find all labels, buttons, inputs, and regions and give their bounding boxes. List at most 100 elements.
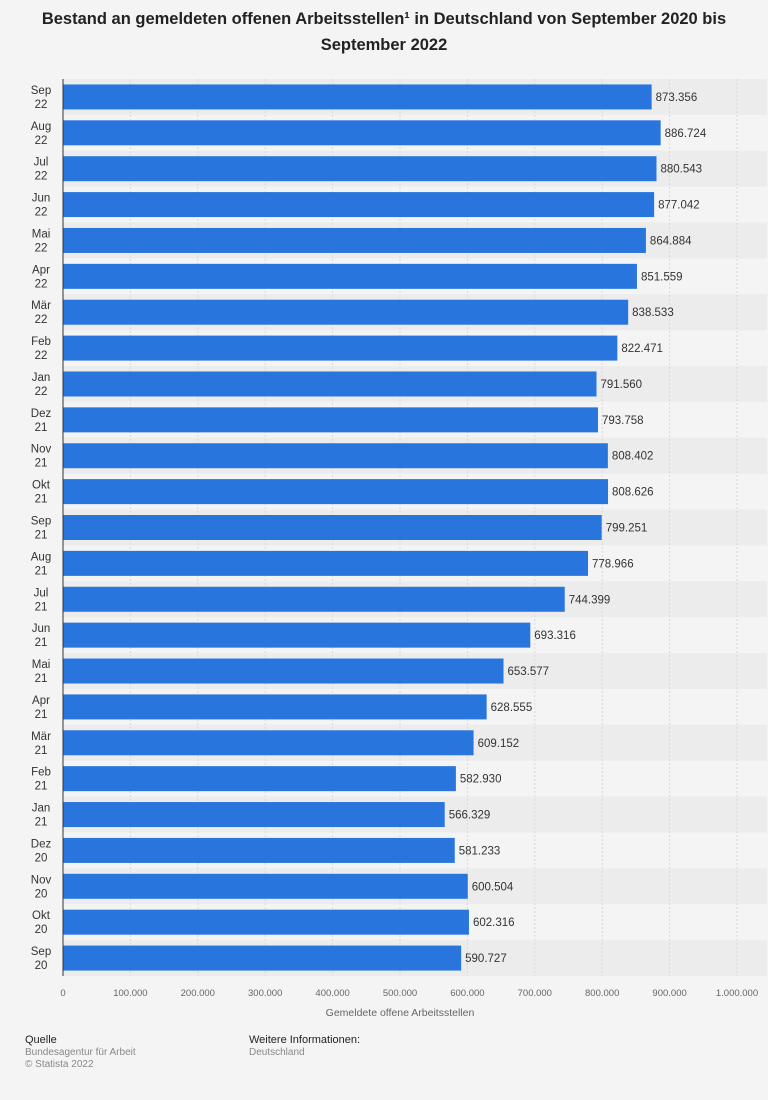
value-label: 851.559 bbox=[641, 271, 683, 283]
info-link[interactable]: Deutschland bbox=[249, 1046, 305, 1058]
category-label-year: 21 bbox=[35, 637, 48, 649]
x-tick-label: 800.000 bbox=[585, 988, 619, 999]
bar bbox=[63, 873, 468, 899]
value-label: 744.399 bbox=[569, 594, 611, 606]
category-label-year: 21 bbox=[35, 709, 48, 721]
category-label-year: 20 bbox=[35, 960, 48, 972]
value-label: 582.930 bbox=[460, 774, 502, 786]
bar bbox=[63, 156, 657, 182]
x-axis-label: Gemeldete offene Arbeitsstellen bbox=[326, 1007, 475, 1019]
category-label-year: 22 bbox=[35, 314, 48, 326]
bar bbox=[63, 550, 589, 576]
category-label-year: 21 bbox=[35, 530, 48, 542]
x-tick-label: 400.000 bbox=[315, 988, 349, 999]
bar bbox=[63, 443, 608, 469]
category-label-month: Aug bbox=[31, 121, 51, 133]
category-label-year: 21 bbox=[35, 781, 48, 793]
value-label: 602.316 bbox=[473, 917, 515, 929]
info-block: Weitere Informationen: Deutschland bbox=[249, 1034, 360, 1059]
category-label-month: Apr bbox=[32, 695, 50, 707]
category-label-month: Mai bbox=[32, 659, 51, 671]
bar bbox=[63, 766, 456, 792]
value-label: 877.042 bbox=[658, 200, 700, 212]
x-tick-label: 1.000.000 bbox=[716, 988, 758, 999]
value-label: 581.233 bbox=[459, 845, 501, 857]
category-labels: Sep 22 Aug 22 Jul 22 Jun 22 Mai 22 Apr 22 Mär 22 Feb 22… bbox=[31, 85, 52, 972]
x-tick-label: 700.000 bbox=[518, 988, 552, 999]
source-block: Quelle Bundesagentur für Arbeit © Statis… bbox=[25, 1034, 136, 1072]
value-label: 873.356 bbox=[656, 92, 698, 104]
x-tick-label: 200.000 bbox=[181, 988, 215, 999]
category-label-year: 21 bbox=[35, 745, 48, 757]
category-label-year: 21 bbox=[35, 673, 48, 685]
category-label-month: Apr bbox=[32, 264, 50, 276]
copyright: © Statista 2022 bbox=[25, 1059, 94, 1070]
value-label: 808.626 bbox=[612, 487, 654, 499]
category-label-year: 20 bbox=[35, 924, 48, 936]
info-heading: Weitere Informationen: bbox=[249, 1034, 361, 1046]
category-label-year: 20 bbox=[35, 852, 48, 864]
value-label: 600.504 bbox=[472, 881, 514, 893]
bar bbox=[63, 299, 629, 325]
bar bbox=[63, 192, 655, 218]
value-label: 799.251 bbox=[606, 523, 648, 535]
bar bbox=[63, 837, 455, 863]
category-label-year: 21 bbox=[35, 601, 48, 613]
value-label: 808.402 bbox=[612, 451, 654, 463]
category-label-year: 22 bbox=[35, 171, 48, 183]
category-label-year: 20 bbox=[35, 888, 48, 900]
category-label-month: Aug bbox=[31, 551, 51, 563]
bar bbox=[63, 263, 637, 289]
category-label-year: 21 bbox=[35, 494, 48, 506]
bar bbox=[63, 515, 602, 540]
category-label-month: Mai bbox=[32, 228, 51, 240]
x-tick-label: 0 bbox=[60, 988, 65, 999]
category-label-year: 22 bbox=[35, 242, 48, 254]
bar bbox=[63, 658, 504, 684]
category-label-month: Sep bbox=[31, 85, 51, 97]
category-label-year: 22 bbox=[35, 278, 48, 290]
value-label: 609.152 bbox=[478, 738, 520, 750]
bar bbox=[63, 335, 618, 361]
value-label: 778.966 bbox=[592, 558, 634, 570]
value-label: 838.533 bbox=[632, 307, 674, 319]
category-label-month: Feb bbox=[31, 767, 51, 779]
category-label-month: Jun bbox=[32, 623, 51, 635]
x-tick-label: 100.000 bbox=[113, 988, 147, 999]
category-label-year: 22 bbox=[35, 207, 48, 219]
category-label-month: Sep bbox=[31, 946, 51, 958]
bar bbox=[63, 945, 462, 971]
category-label-month: Dez bbox=[31, 838, 52, 850]
bar bbox=[63, 371, 597, 397]
category-label-month: Nov bbox=[31, 874, 52, 886]
bar bbox=[63, 227, 646, 253]
value-label: 793.758 bbox=[602, 415, 644, 427]
category-label-year: 22 bbox=[35, 386, 48, 398]
value-label: 864.884 bbox=[650, 235, 692, 247]
x-tick-label: 900.000 bbox=[652, 988, 686, 999]
bar bbox=[63, 407, 598, 433]
value-label: 566.329 bbox=[449, 810, 491, 822]
category-label-month: Jul bbox=[34, 587, 49, 599]
value-label: 590.727 bbox=[465, 953, 507, 965]
value-label: 880.543 bbox=[660, 164, 702, 176]
value-label: 886.724 bbox=[665, 128, 707, 140]
x-tick-label: 300.000 bbox=[248, 988, 282, 999]
bar bbox=[63, 479, 609, 505]
category-label-year: 21 bbox=[35, 458, 48, 470]
value-label: 791.560 bbox=[601, 379, 643, 391]
value-label: 628.555 bbox=[491, 702, 533, 714]
source-heading: Quelle bbox=[25, 1034, 57, 1046]
bar bbox=[63, 802, 445, 828]
x-tick-label: 600.000 bbox=[450, 988, 484, 999]
category-label-month: Feb bbox=[31, 336, 51, 348]
category-label-month: Jul bbox=[34, 157, 49, 169]
bar bbox=[63, 730, 474, 756]
category-label-month: Dez bbox=[31, 408, 52, 420]
category-label-month: Jan bbox=[32, 372, 51, 384]
value-labels: 873.356 886.724 880.543 877.042 864.884 851.5… bbox=[449, 92, 707, 965]
category-label-year: 21 bbox=[35, 565, 48, 577]
bar bbox=[63, 909, 469, 935]
category-label-month: Sep bbox=[31, 516, 51, 528]
